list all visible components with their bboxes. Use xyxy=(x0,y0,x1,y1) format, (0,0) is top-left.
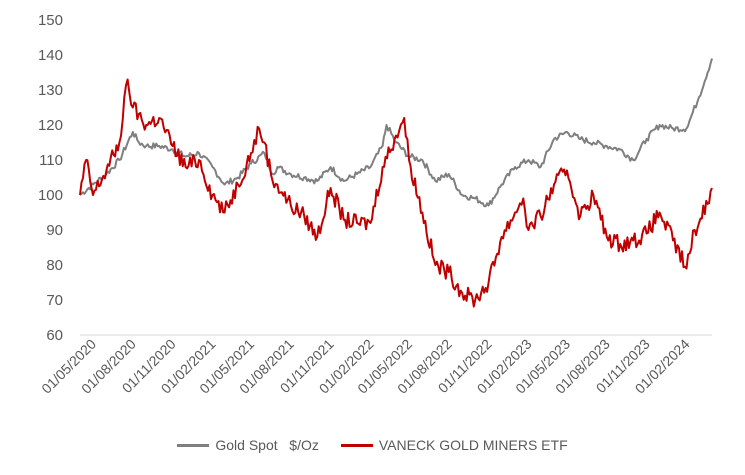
legend-item-gdx: VANECK GOLD MINERS ETF xyxy=(340,437,568,453)
y-axis: 60 70 80 90 100 110 120 130 140 150 xyxy=(38,12,63,344)
y-tick-label-4: 100 xyxy=(38,187,63,204)
legend-label-gdx: VANECK GOLD MINERS ETF xyxy=(378,437,568,453)
y-tick-label-0: 60 xyxy=(46,327,63,344)
y-tick-label-3: 90 xyxy=(46,222,63,239)
series-layer xyxy=(79,58,713,308)
legend: Gold Spot $/Oz VANECK GOLD MINERS ETF xyxy=(0,437,745,453)
y-tick-label-6: 120 xyxy=(38,117,63,134)
y-tick-label-2: 80 xyxy=(46,257,63,274)
legend-swatch-gold-spot xyxy=(177,443,210,447)
series-line-1 xyxy=(79,78,713,308)
y-tick-label-7: 130 xyxy=(38,82,63,99)
y-tick-label-9: 150 xyxy=(38,12,63,29)
legend-swatch-gdx xyxy=(340,443,373,447)
legend-label-gold-spot: Gold Spot $/Oz xyxy=(215,437,319,453)
legend-item-gold-spot: Gold Spot $/Oz xyxy=(177,437,319,453)
y-tick-label-8: 140 xyxy=(38,47,63,64)
y-tick-label-1: 70 xyxy=(46,292,63,309)
x-axis: 01/05/202001/08/202001/11/202001/02/2021… xyxy=(38,334,712,397)
series-line-0 xyxy=(79,58,713,208)
y-tick-label-5: 110 xyxy=(39,152,63,169)
